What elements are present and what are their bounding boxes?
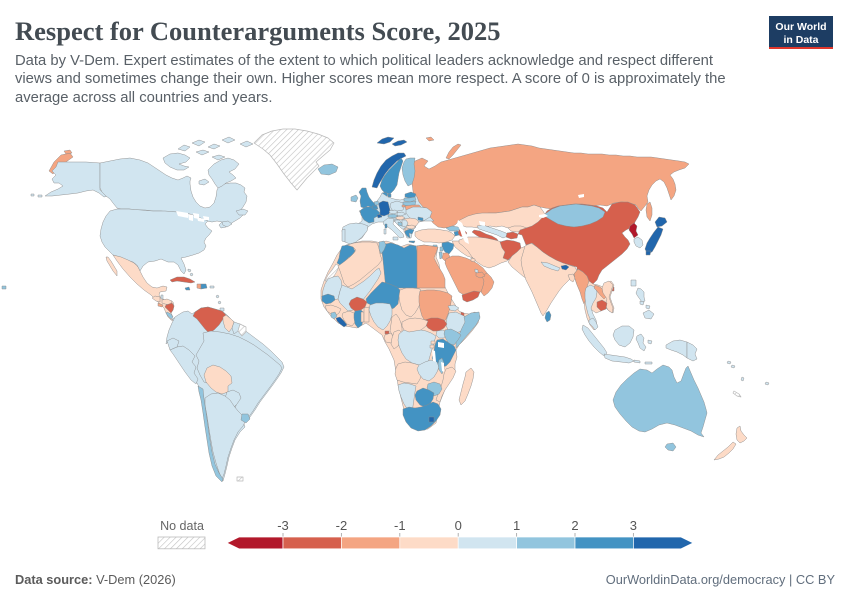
- svg-text:3: 3: [630, 518, 637, 533]
- svg-text:-3: -3: [277, 518, 289, 533]
- svg-text:0: 0: [455, 518, 462, 533]
- svg-text:1: 1: [513, 518, 520, 533]
- svg-text:-1: -1: [394, 518, 406, 533]
- svg-text:-2: -2: [336, 518, 348, 533]
- svg-text:2: 2: [571, 518, 578, 533]
